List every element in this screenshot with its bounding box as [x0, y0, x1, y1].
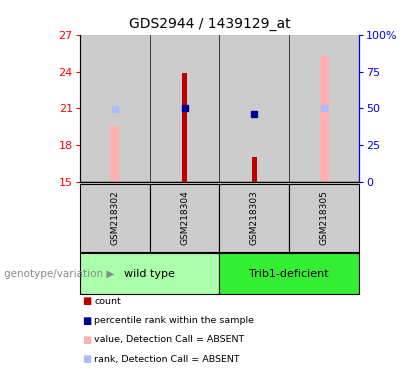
Text: percentile rank within the sample: percentile rank within the sample [94, 316, 255, 325]
Text: GSM218305: GSM218305 [320, 190, 329, 245]
Text: count: count [94, 297, 121, 306]
Text: GSM218302: GSM218302 [110, 190, 119, 245]
Bar [289, 35, 359, 182]
Text: ■: ■ [82, 296, 91, 306]
Bar [320, 56, 329, 182]
Bar [110, 126, 119, 182]
Bar [80, 35, 150, 182]
Text: GSM218304: GSM218304 [180, 190, 189, 245]
Bar [220, 35, 289, 182]
Bar [252, 157, 257, 182]
Text: rank, Detection Call = ABSENT: rank, Detection Call = ABSENT [94, 354, 240, 364]
Bar [182, 73, 187, 182]
Text: ■: ■ [82, 354, 91, 364]
Text: ■: ■ [82, 335, 91, 345]
Text: GSM218303: GSM218303 [250, 190, 259, 245]
Text: ■: ■ [82, 316, 91, 326]
Text: wild type: wild type [124, 268, 175, 279]
Bar [150, 35, 220, 182]
Text: GDS2944 / 1439129_at: GDS2944 / 1439129_at [129, 17, 291, 31]
Text: genotype/variation ▶: genotype/variation ▶ [4, 268, 115, 279]
Text: value, Detection Call = ABSENT: value, Detection Call = ABSENT [94, 335, 245, 344]
Text: Trib1-deficient: Trib1-deficient [249, 268, 329, 279]
